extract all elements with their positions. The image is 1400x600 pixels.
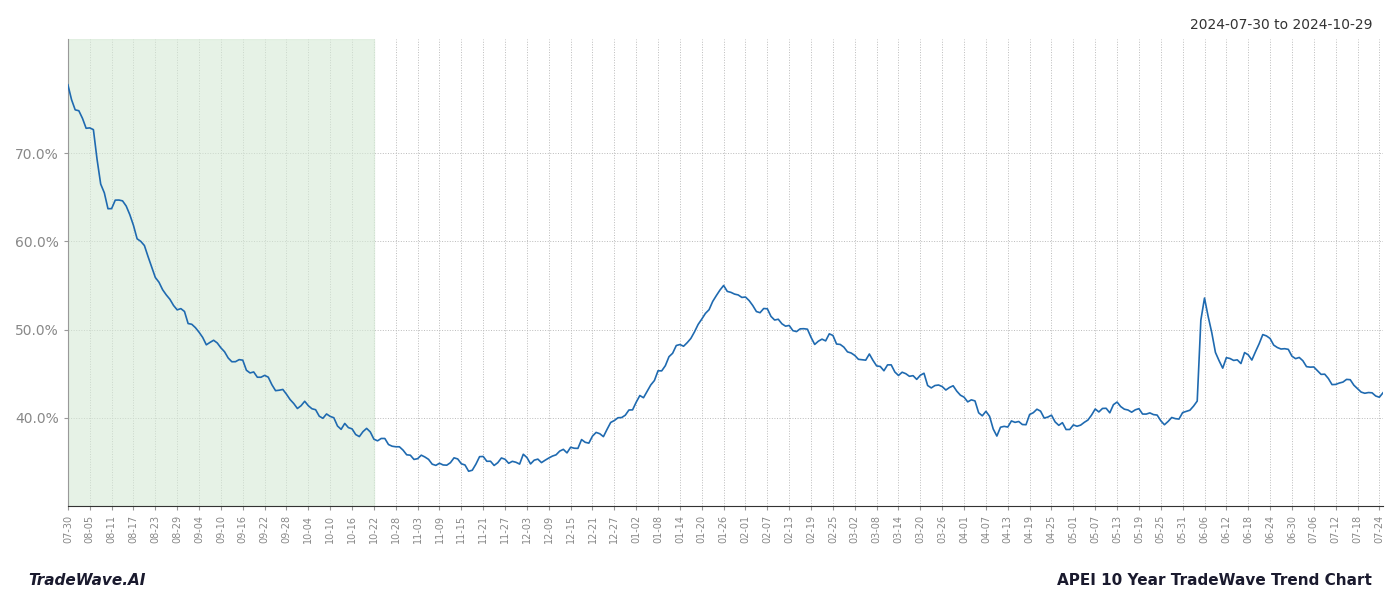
Text: APEI 10 Year TradeWave Trend Chart: APEI 10 Year TradeWave Trend Chart bbox=[1057, 573, 1372, 588]
Text: 2024-07-30 to 2024-10-29: 2024-07-30 to 2024-10-29 bbox=[1190, 18, 1372, 32]
Text: TradeWave.AI: TradeWave.AI bbox=[28, 573, 146, 588]
Bar bbox=[69, 39, 374, 506]
